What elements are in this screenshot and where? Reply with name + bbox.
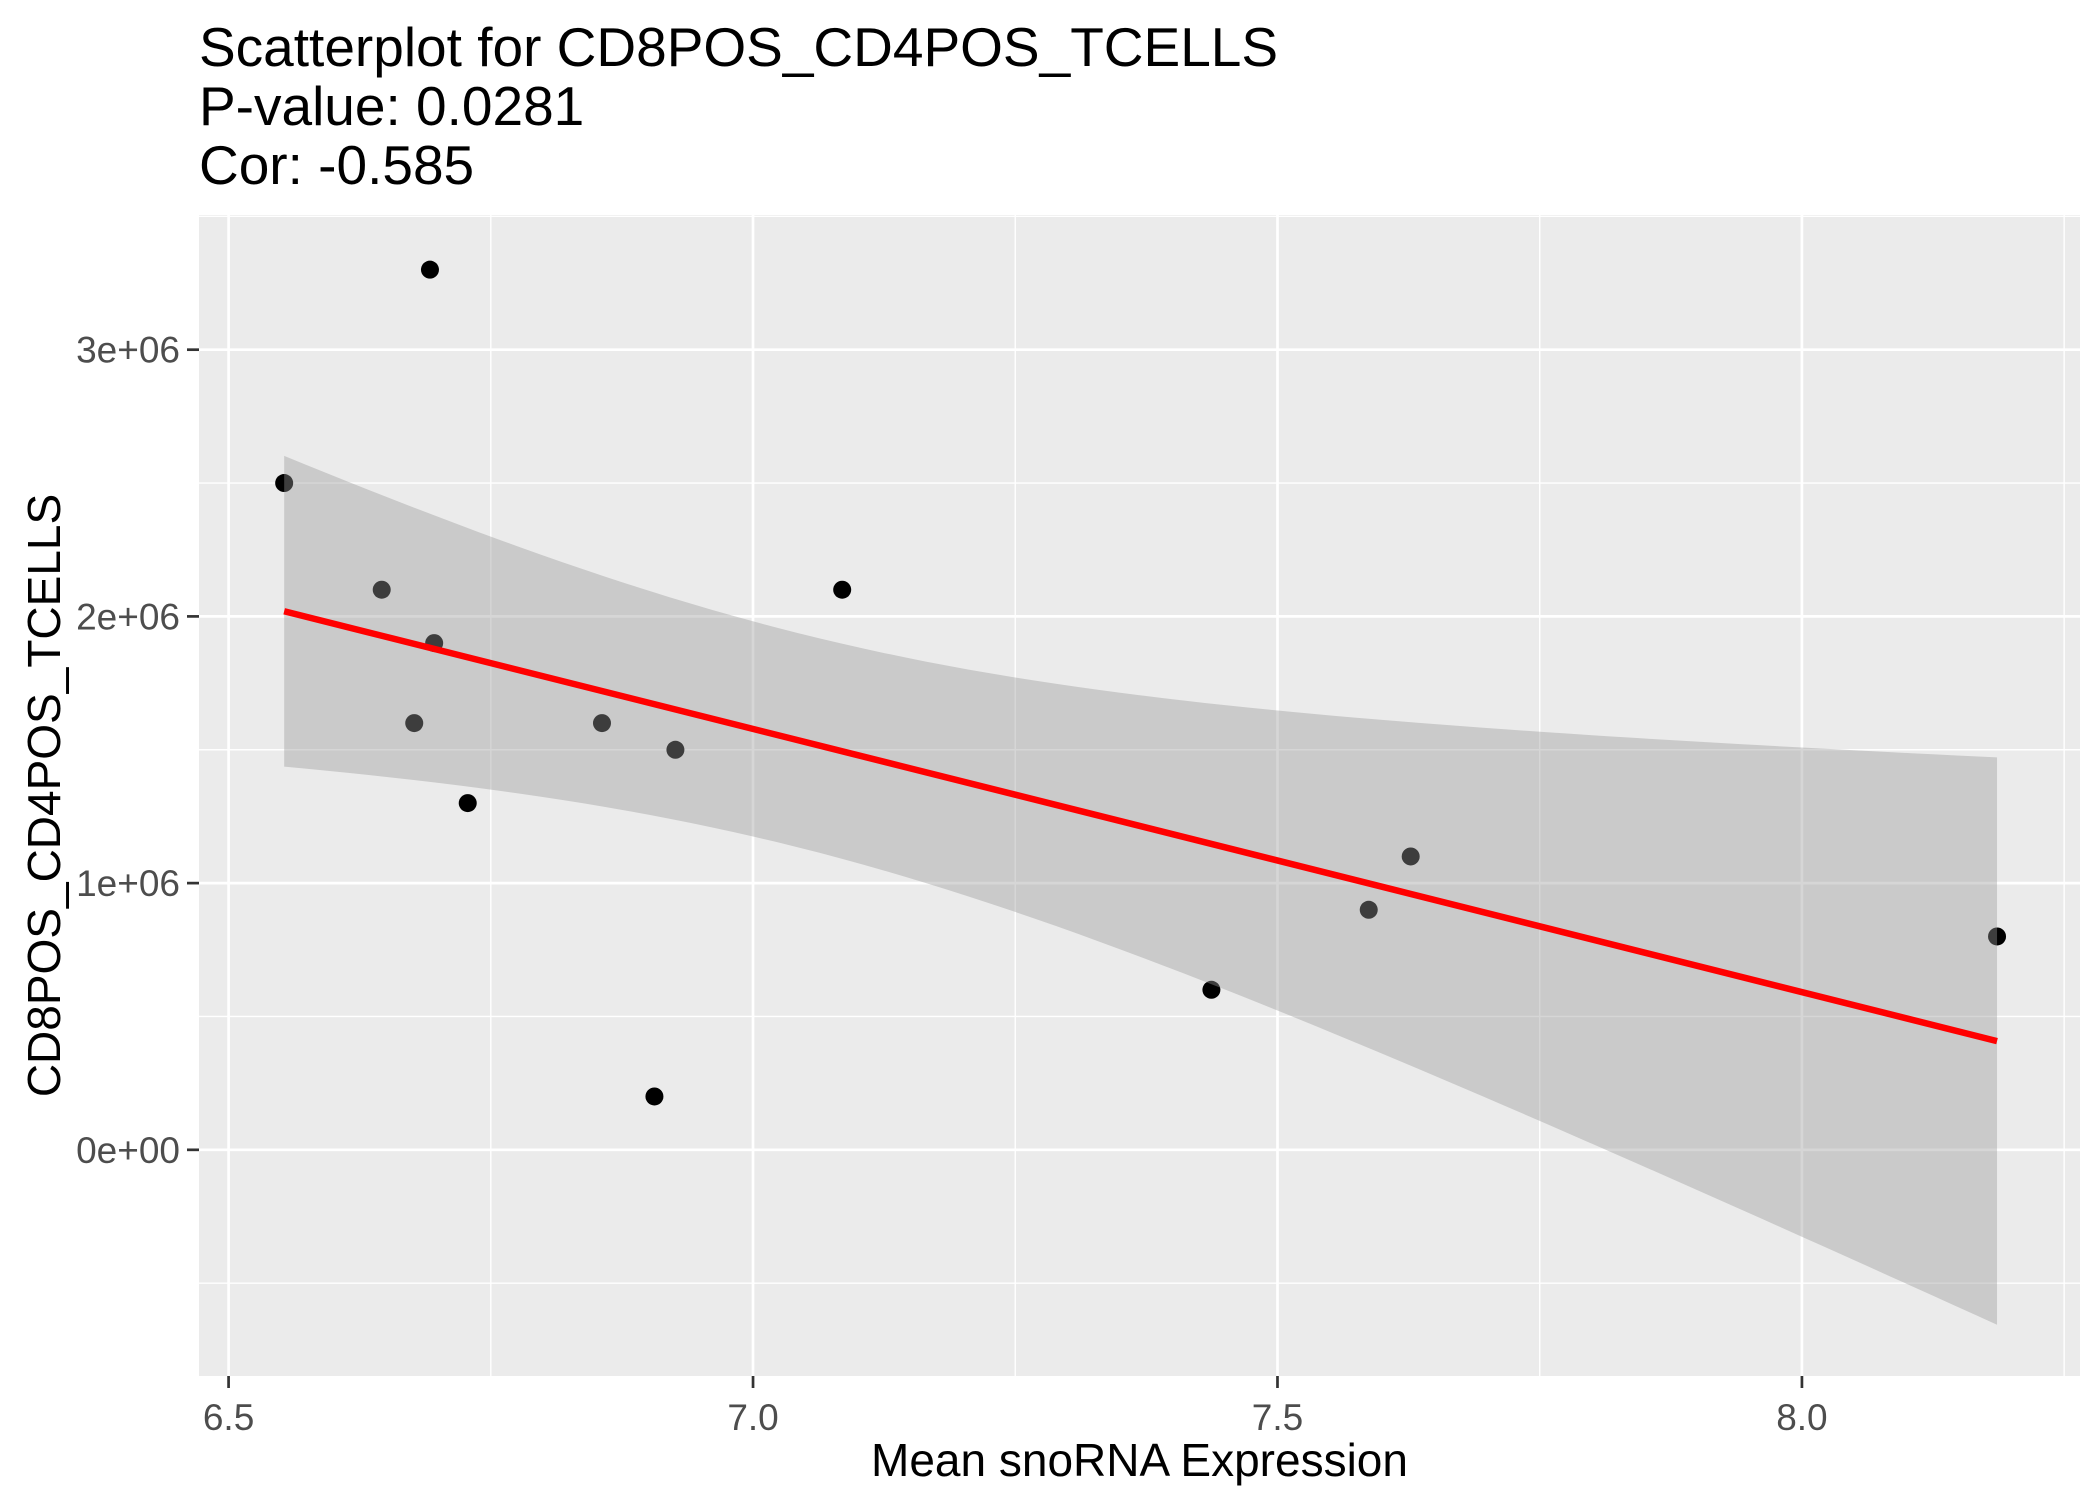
- data-point: [458, 794, 477, 813]
- data-points: [275, 260, 2007, 1106]
- data-point: [1202, 980, 1221, 999]
- data-point: [275, 474, 294, 493]
- data-point: [372, 580, 391, 599]
- y-tick-label: 3e+06: [76, 330, 180, 371]
- x-tick-label: 7.5: [1252, 1397, 1303, 1438]
- major-gridlines: [199, 215, 2080, 1376]
- chart-title: Scatterplot for CD8POS_CD4POS_TCELLS P-v…: [199, 16, 1278, 196]
- regression-fit: [283, 455, 1998, 1325]
- x-axis: 6.5 7.0 7.5 8.0: [203, 1376, 1828, 1438]
- title-line-correlation: Cor: -0.585: [199, 134, 474, 196]
- data-point: [1988, 927, 2007, 946]
- data-point: [833, 580, 852, 599]
- y-tick-label: 1e+06: [76, 863, 180, 904]
- data-point: [1359, 900, 1378, 919]
- y-axis: 0e+00 1e+06 2e+06 3e+06: [76, 330, 199, 1171]
- data-point: [666, 740, 685, 759]
- data-point: [420, 260, 439, 279]
- title-line-main: Scatterplot for CD8POS_CD4POS_TCELLS: [199, 16, 1278, 78]
- x-axis-title: Mean snoRNA Expression: [871, 1434, 1408, 1486]
- data-point: [405, 714, 424, 733]
- y-axis-title: CD8POS_CD4POS_TCELLS: [18, 494, 70, 1097]
- y-tick-label: 0e+00: [76, 1130, 180, 1171]
- x-tick-label: 6.5: [203, 1397, 254, 1438]
- data-point: [1401, 847, 1420, 866]
- y-tick-label: 2e+06: [76, 596, 180, 637]
- data-point: [592, 714, 611, 733]
- plot-panel: [199, 215, 2080, 1376]
- confidence-band: [284, 455, 1998, 1325]
- fit-line: [283, 608, 1998, 1045]
- x-tick-label: 8.0: [1776, 1397, 1827, 1438]
- data-point: [645, 1087, 664, 1106]
- title-line-p-value: P-value: 0.0281: [199, 75, 584, 137]
- x-tick-label: 7.0: [727, 1397, 778, 1438]
